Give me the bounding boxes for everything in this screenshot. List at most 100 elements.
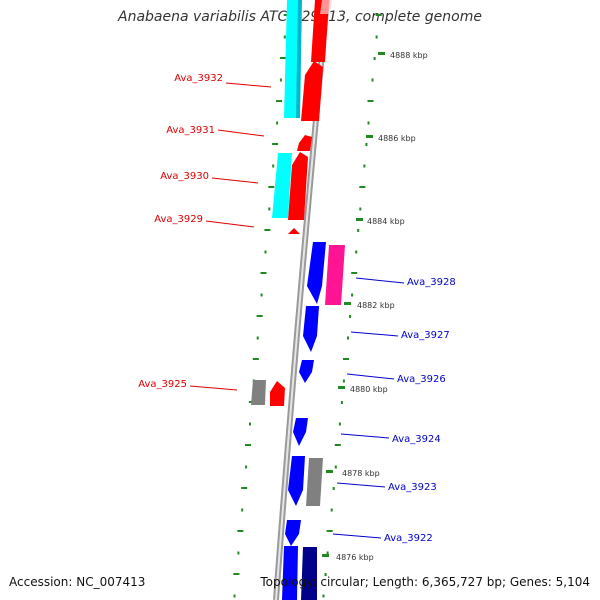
gene-feature-blue[interactable] (293, 418, 308, 446)
gene-feature-magenta[interactable] (325, 245, 345, 305)
tick-dot (272, 164, 275, 168)
gene-label-ava-3932[interactable]: Ava_3932 (174, 73, 223, 84)
tick-dot (357, 229, 360, 232)
tick-dot (330, 508, 333, 512)
tick-dot (375, 35, 378, 39)
tick-dot (268, 186, 275, 188)
gene-label-ava-3927[interactable]: Ava_3927 (401, 330, 450, 341)
tick-dot (249, 422, 251, 426)
tick-dot (233, 573, 240, 575)
tick-dot (241, 487, 248, 489)
tick-dot (245, 444, 251, 446)
gene-feature-blue[interactable] (299, 360, 314, 383)
tick-dot (283, 35, 286, 39)
tick-dot (260, 272, 267, 274)
gene-label-ava-3924[interactable]: Ava_3924 (392, 434, 441, 445)
gene-label-ava-3930[interactable]: Ava_3930 (160, 171, 209, 182)
tick-dot (359, 207, 362, 211)
right-tick-track (322, 14, 382, 598)
gene-feature-grey[interactable] (251, 380, 266, 405)
gene-feature-red[interactable] (270, 381, 285, 406)
tick-dot (276, 100, 282, 102)
tick-dot (233, 594, 236, 598)
gene-feature-navy[interactable] (301, 547, 317, 600)
tick-dot (334, 465, 337, 469)
kbp-tick-label: 4888 kbp (390, 51, 428, 60)
tick-dot (334, 444, 341, 446)
gene-label-ava-3922[interactable]: Ava_3922 (384, 533, 433, 544)
gene-feature-blue[interactable] (285, 520, 301, 546)
tick-dot (237, 530, 244, 532)
gene-feature-grey[interactable] (306, 458, 323, 506)
kbp-tick-mark-4882 (344, 302, 351, 305)
tick-dot (322, 594, 325, 598)
tick-dot (373, 57, 376, 60)
tick-dot (332, 487, 335, 490)
accession-text: Accession: NC_007413 (9, 575, 146, 589)
gene-feature-red[interactable] (297, 135, 312, 151)
tick-dot (342, 379, 345, 383)
tick-dot (351, 272, 358, 274)
gene-leader-line (211, 177, 259, 184)
tick-dot (256, 336, 259, 340)
gene-feature-cyan[interactable] (296, 0, 302, 118)
gene-feature-red[interactable] (288, 152, 308, 220)
gene-leader-line (350, 331, 399, 337)
gene-leader-line (336, 482, 386, 488)
kbp-tick-label: 4884 kbp (367, 217, 405, 226)
kbp-tick-mark-4888 (378, 52, 385, 55)
tick-dot (324, 573, 327, 576)
gene-label-ava-3923[interactable]: Ava_3923 (388, 482, 437, 493)
tick-dot (252, 358, 259, 360)
gene-feature-blue[interactable] (303, 306, 319, 352)
gene-feature-red[interactable] (301, 61, 323, 121)
gene-label-ava-3928[interactable]: Ava_3928 (407, 277, 456, 288)
kbp-tick-mark-4880 (338, 386, 345, 389)
gene-leader-line (346, 373, 395, 380)
gene-feature-blue[interactable] (288, 456, 305, 506)
gene-leader-line (189, 385, 238, 391)
tick-dot (347, 336, 349, 340)
gene-feature-red[interactable] (311, 0, 329, 62)
kbp-tick-label: 4882 kbp (357, 301, 395, 310)
gene-leader-line (332, 533, 382, 539)
tick-dot (268, 207, 271, 211)
tick-dot (375, 14, 382, 16)
gene-label-ava-3929[interactable]: Ava_3929 (154, 214, 203, 225)
kbp-tick-label: 4876 kbp (336, 553, 374, 562)
tick-dot (272, 143, 279, 145)
tick-dot (355, 250, 358, 254)
kbp-tick-mark-4884 (356, 218, 363, 221)
gene-feature-cyan[interactable] (272, 153, 292, 218)
tick-dot (279, 78, 282, 82)
tick-dot (349, 315, 352, 318)
gene-leader-line (355, 277, 405, 284)
gene-label-ava-3926[interactable]: Ava_3926 (397, 374, 446, 385)
tick-dot (237, 551, 240, 555)
tick-dot (359, 186, 366, 188)
gene-leader-line (340, 433, 390, 439)
tick-dot (326, 551, 329, 555)
genome-summary-text: Topology: circular; Length: 6,365,727 bp… (260, 575, 590, 589)
tick-dot (351, 293, 354, 297)
gene-feature-blue[interactable] (282, 546, 298, 600)
kbp-tick-mark-4876 (322, 554, 329, 557)
tick-dot (279, 57, 286, 59)
tick-dot (367, 121, 370, 125)
gene-feature-red[interactable] (288, 228, 300, 234)
gene-feature-blue[interactable] (307, 242, 326, 304)
tick-dot (338, 422, 341, 426)
gene-feature-red[interactable] (320, 0, 332, 14)
kbp-tick-mark-4886 (366, 135, 373, 138)
left-tick-track (233, 14, 290, 598)
tick-dot (326, 530, 333, 532)
tick-dot (260, 293, 263, 297)
tick-dot (371, 78, 374, 82)
gene-label-ava-3925[interactable]: Ava_3925 (138, 379, 187, 390)
gene-label-ava-3931[interactable]: Ava_3931 (166, 125, 215, 136)
kbp-tick-label: 4878 kbp (342, 469, 380, 478)
tick-dot (343, 358, 349, 360)
tick-dot (241, 508, 244, 512)
